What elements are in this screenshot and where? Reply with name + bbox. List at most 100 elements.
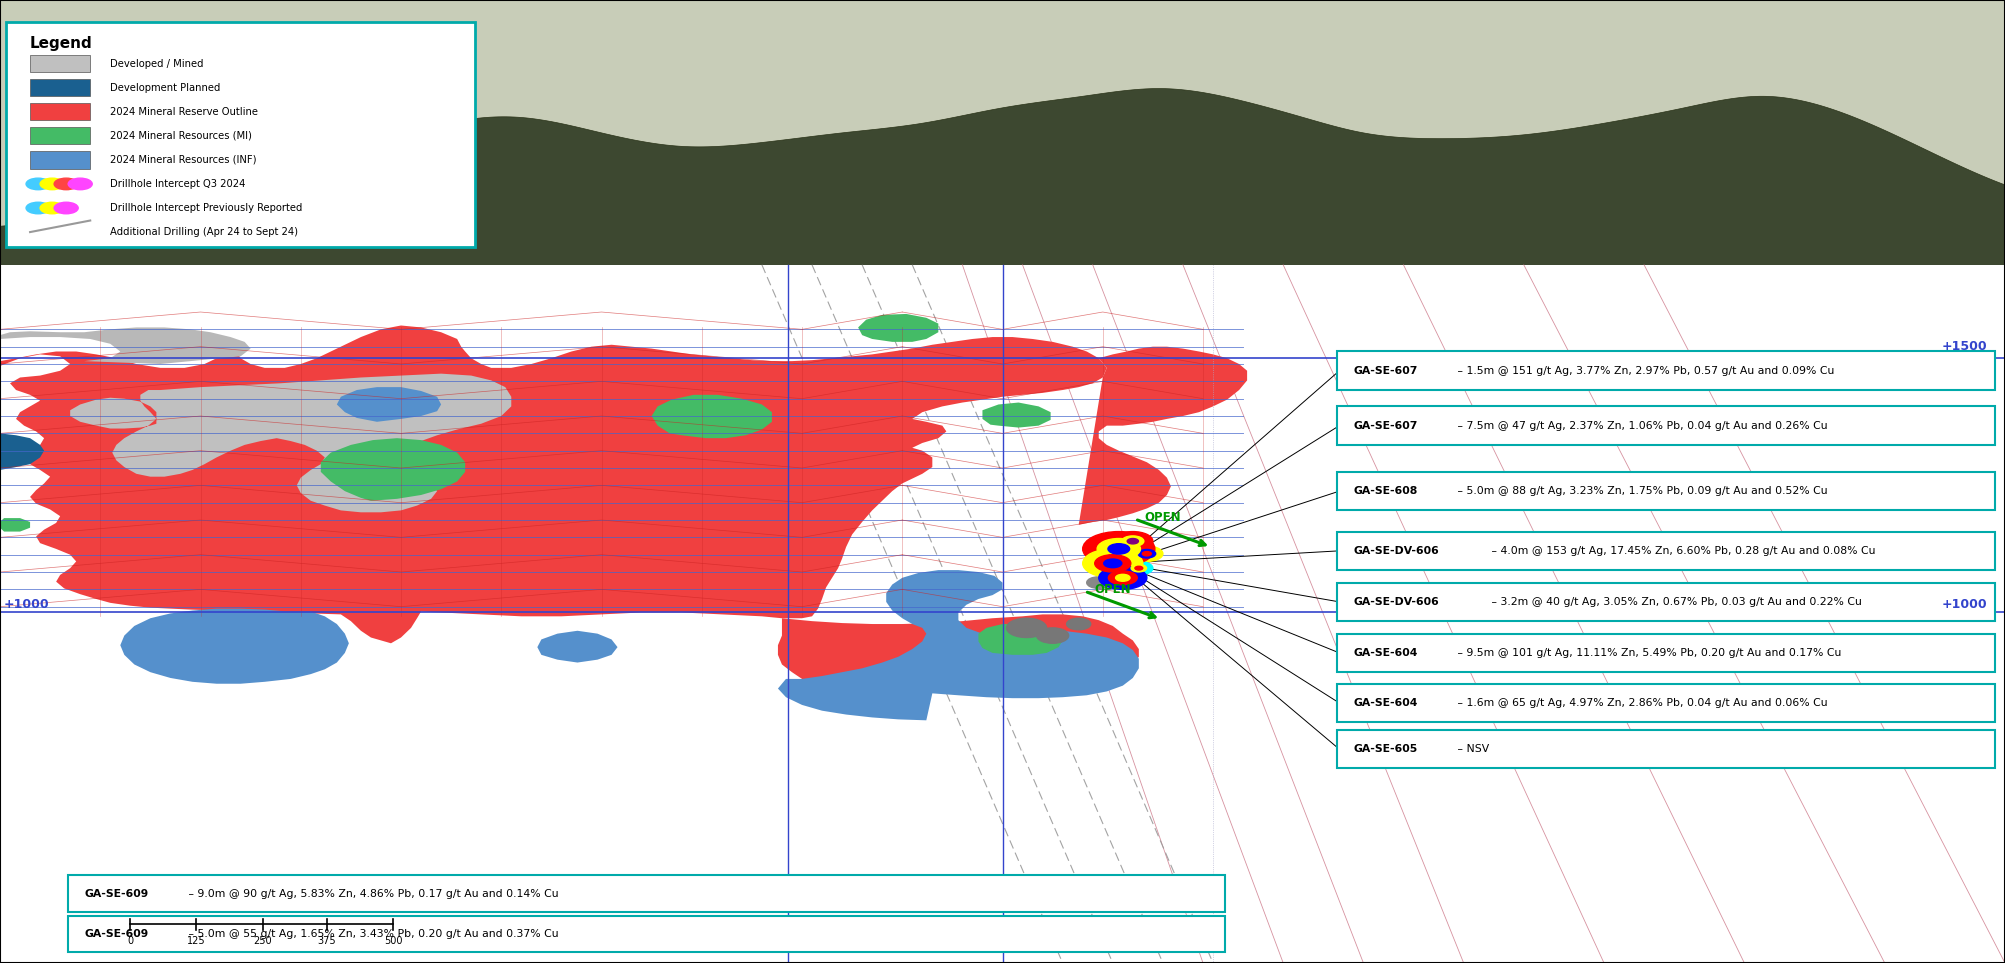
Polygon shape [0, 433, 44, 470]
Polygon shape [1079, 347, 1247, 525]
Circle shape [1115, 574, 1131, 582]
FancyBboxPatch shape [1337, 351, 1995, 390]
Polygon shape [0, 89, 2005, 270]
Polygon shape [0, 518, 30, 532]
Polygon shape [321, 438, 465, 501]
Text: – 3.2m @ 40 g/t Ag, 3.05% Zn, 0.67% Pb, 0.03 g/t Au and 0.22% Cu: – 3.2m @ 40 g/t Ag, 3.05% Zn, 0.67% Pb, … [1488, 597, 1863, 607]
Text: OPEN: OPEN [1095, 583, 1131, 596]
FancyBboxPatch shape [68, 916, 1225, 952]
Text: GA-SE-604: GA-SE-604 [1353, 648, 1418, 658]
Text: Legend: Legend [30, 36, 92, 51]
FancyBboxPatch shape [1337, 634, 1995, 672]
FancyBboxPatch shape [1337, 730, 1995, 768]
Text: – 1.5m @ 151 g/t Ag, 3.77% Zn, 2.97% Pb, 0.57 g/t Au and 0.09% Cu: – 1.5m @ 151 g/t Ag, 3.77% Zn, 2.97% Pb,… [1454, 366, 1835, 376]
Circle shape [1087, 577, 1111, 588]
Circle shape [1143, 552, 1151, 556]
Circle shape [1037, 628, 1069, 643]
Polygon shape [537, 631, 618, 663]
FancyBboxPatch shape [1337, 472, 1995, 510]
Circle shape [1067, 618, 1091, 630]
Circle shape [1139, 550, 1155, 558]
Circle shape [54, 202, 78, 214]
FancyBboxPatch shape [1337, 406, 1995, 445]
Text: – 5.0m @ 55 g/t Ag, 1.65% Zn, 3.43% Pb, 0.20 g/t Au and 0.37% Cu: – 5.0m @ 55 g/t Ag, 1.65% Zn, 3.43% Pb, … [184, 929, 559, 939]
Circle shape [1097, 538, 1141, 560]
Text: GA-SE-607: GA-SE-607 [1353, 366, 1418, 376]
Polygon shape [778, 614, 1139, 682]
Text: GA-SE-607: GA-SE-607 [1353, 421, 1418, 430]
Circle shape [1109, 571, 1137, 585]
Polygon shape [70, 374, 511, 512]
Text: – 1.6m @ 65 g/t Ag, 4.97% Zn, 2.86% Pb, 0.04 g/t Au and 0.06% Cu: – 1.6m @ 65 g/t Ag, 4.97% Zn, 2.86% Pb, … [1454, 698, 1829, 708]
Text: Drillhole Intercept Q3 2024: Drillhole Intercept Q3 2024 [110, 179, 247, 189]
Bar [30, 55, 90, 72]
Text: Developed / Mined: Developed / Mined [110, 59, 205, 68]
Circle shape [1121, 535, 1143, 547]
Text: 500: 500 [383, 936, 403, 946]
Text: – NSV: – NSV [1454, 744, 1490, 754]
Circle shape [1127, 538, 1139, 544]
Bar [0, 265, 2005, 963]
Text: GA-SE-609: GA-SE-609 [84, 889, 148, 898]
Circle shape [68, 178, 92, 190]
Circle shape [1125, 561, 1153, 575]
Text: 2024 Mineral Resources (MI): 2024 Mineral Resources (MI) [110, 131, 253, 141]
Text: Additional Drilling (Apr 24 to Sept 24): Additional Drilling (Apr 24 to Sept 24) [110, 227, 299, 237]
Polygon shape [982, 403, 1051, 428]
Text: +1500: +1500 [1941, 340, 1987, 353]
Polygon shape [778, 570, 1139, 720]
Bar [30, 127, 90, 144]
Polygon shape [120, 609, 349, 684]
Text: GA-SE-604: GA-SE-604 [1353, 698, 1418, 708]
Circle shape [1083, 549, 1143, 578]
Circle shape [26, 202, 50, 214]
Polygon shape [0, 325, 1107, 643]
Text: – 7.5m @ 47 g/t Ag, 2.37% Zn, 1.06% Pb, 0.04 g/t Au and 0.26% Cu: – 7.5m @ 47 g/t Ag, 2.37% Zn, 1.06% Pb, … [1454, 421, 1829, 430]
Circle shape [1109, 544, 1129, 554]
FancyBboxPatch shape [6, 22, 475, 247]
Text: GA-SE-DV-606: GA-SE-DV-606 [1353, 597, 1440, 607]
Bar [30, 103, 90, 120]
FancyBboxPatch shape [68, 875, 1225, 912]
Text: – 9.0m @ 90 g/t Ag, 5.83% Zn, 4.86% Pb, 0.17 g/t Au and 0.14% Cu: – 9.0m @ 90 g/t Ag, 5.83% Zn, 4.86% Pb, … [184, 889, 559, 898]
Text: GA-SE-605: GA-SE-605 [1353, 744, 1418, 754]
Circle shape [26, 178, 50, 190]
Text: 2024 Mineral Reserve Outline: 2024 Mineral Reserve Outline [110, 107, 259, 117]
Text: 2024 Mineral Resources (INF): 2024 Mineral Resources (INF) [110, 155, 257, 165]
Text: OPEN: OPEN [1145, 510, 1181, 524]
Bar [0, 0, 2005, 270]
Circle shape [1113, 532, 1153, 551]
Text: Development Planned: Development Planned [110, 83, 221, 92]
Bar [30, 151, 90, 169]
Circle shape [54, 178, 78, 190]
Text: Drillhole Intercept Previously Reported: Drillhole Intercept Previously Reported [110, 203, 303, 213]
Circle shape [1131, 546, 1163, 561]
Circle shape [1099, 566, 1147, 589]
Circle shape [1103, 559, 1123, 567]
Text: 250: 250 [253, 936, 273, 946]
FancyBboxPatch shape [1337, 684, 1995, 722]
Circle shape [1095, 555, 1131, 572]
Polygon shape [0, 327, 251, 364]
FancyBboxPatch shape [1337, 583, 1995, 621]
Polygon shape [337, 387, 441, 422]
Circle shape [1007, 618, 1047, 638]
Text: +1000: +1000 [4, 598, 50, 612]
Polygon shape [652, 395, 772, 438]
Text: – 5.0m @ 88 g/t Ag, 3.23% Zn, 1.75% Pb, 0.09 g/t Au and 0.52% Cu: – 5.0m @ 88 g/t Ag, 3.23% Zn, 1.75% Pb, … [1454, 486, 1829, 496]
Circle shape [1131, 564, 1147, 572]
Polygon shape [858, 314, 938, 342]
FancyBboxPatch shape [1337, 532, 1995, 570]
Bar [30, 79, 90, 96]
Circle shape [40, 202, 64, 214]
Circle shape [40, 178, 64, 190]
Text: – 4.0m @ 153 g/t Ag, 17.45% Zn, 6.60% Pb, 0.28 g/t Au and 0.08% Cu: – 4.0m @ 153 g/t Ag, 17.45% Zn, 6.60% Pb… [1488, 546, 1875, 556]
Polygon shape [978, 624, 1063, 655]
Circle shape [1135, 566, 1143, 570]
Text: 125: 125 [186, 936, 207, 946]
Text: 0: 0 [126, 936, 134, 946]
Text: +1000: +1000 [1941, 598, 1987, 612]
Circle shape [1083, 532, 1155, 566]
Text: GA-SE-608: GA-SE-608 [1353, 486, 1418, 496]
Text: GA-SE-609: GA-SE-609 [84, 929, 148, 939]
